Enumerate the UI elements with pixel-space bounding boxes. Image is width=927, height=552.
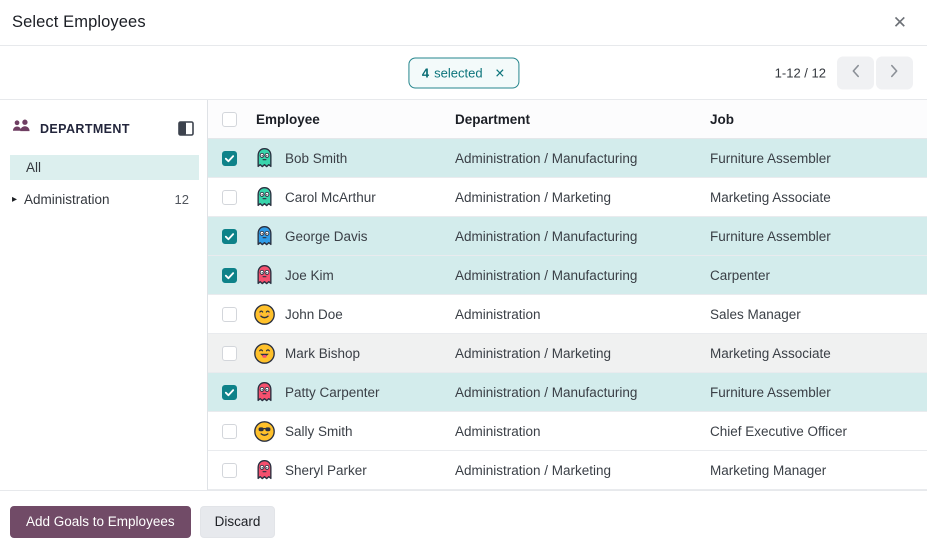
- employee-department: Administration / Manufacturing: [455, 228, 638, 244]
- table-row[interactable]: Sally Smith Administration Chief Executive…: [208, 412, 927, 451]
- employee-department: Administration / Manufacturing: [455, 150, 638, 166]
- employee-department: Administration: [455, 306, 541, 322]
- dialog-header: Select Employees ✕: [0, 0, 927, 46]
- pager-buttons: [837, 56, 913, 89]
- table-header-row: Employee Department Job: [208, 100, 927, 139]
- table-row[interactable]: Bob Smith Administration / Manufacturing F…: [208, 139, 927, 178]
- employee-job: Furniture Assembler: [710, 228, 831, 244]
- pager-range: 1-12 / 12: [774, 65, 826, 80]
- chevron-right-icon: [889, 64, 900, 82]
- department-sidebar: DEPARTMENT All ▸ Administration 12: [0, 100, 208, 490]
- employee-job: Chief Executive Officer: [710, 423, 848, 439]
- employee-department: Administration / Manufacturing: [455, 384, 638, 400]
- employee-avatar-smiley-happy-icon: [252, 302, 277, 327]
- table-row[interactable]: Joe Kim Administration / Manufacturing Car…: [208, 256, 927, 295]
- table-row[interactable]: George Davis Administration / Manufacturi…: [208, 217, 927, 256]
- employee-department: Administration: [455, 423, 541, 439]
- employee-name: Carol McArthur: [285, 189, 376, 205]
- dialog-footer: Add Goals to Employees Discard: [0, 490, 927, 552]
- row-checkbox[interactable]: [221, 345, 237, 361]
- employee-avatar-smiley-sunglasses-icon: [252, 419, 277, 444]
- column-header-department[interactable]: Department: [455, 111, 531, 127]
- employee-name: John Doe: [285, 306, 343, 322]
- employee-name: Sally Smith: [285, 423, 353, 439]
- row-checkbox[interactable]: [221, 228, 237, 244]
- row-checkbox[interactable]: [221, 384, 237, 400]
- employee-table-body: Bob Smith Administration / Manufacturing F…: [208, 139, 927, 490]
- column-header-employee[interactable]: Employee: [256, 111, 320, 127]
- employee-name: George Davis: [285, 228, 368, 244]
- employee-job: Marketing Associate: [710, 189, 831, 205]
- discard-button[interactable]: Discard: [199, 505, 276, 538]
- close-icon: ✕: [892, 13, 907, 32]
- employee-department: Administration / Marketing: [455, 345, 612, 361]
- employee-avatar-ghost-teal-icon: [252, 146, 277, 171]
- table-row[interactable]: Carol McArthur Administration / Marketing…: [208, 178, 927, 217]
- dialog-content: DEPARTMENT All ▸ Administration 12: [0, 100, 927, 490]
- employee-name: Mark Bishop: [285, 345, 361, 361]
- pager-previous-button[interactable]: [837, 56, 874, 89]
- sidebar-item-label: Administration: [24, 192, 110, 207]
- employee-avatar-ghost-red-icon: [252, 263, 277, 288]
- employee-name: Bob Smith: [285, 150, 348, 166]
- row-checkbox[interactable]: [221, 462, 237, 478]
- sidebar-header: DEPARTMENT: [0, 110, 207, 151]
- table-row[interactable]: Mark Bishop Administration / Marketing Mar…: [208, 334, 927, 373]
- row-checkbox[interactable]: [221, 306, 237, 322]
- table-row[interactable]: Patty Carpenter Administration / Manufact…: [208, 373, 927, 412]
- row-checkbox[interactable]: [221, 423, 237, 439]
- employee-name: Sheryl Parker: [285, 462, 367, 478]
- selection-badge: 4 selected ✕: [407, 57, 520, 88]
- employee-avatar-ghost-blue-icon: [252, 224, 277, 249]
- department-section-title: DEPARTMENT: [40, 121, 130, 136]
- employee-department: Administration / Manufacturing: [455, 267, 638, 283]
- clear-selection-icon[interactable]: ✕: [494, 66, 506, 80]
- selection-count: 4: [421, 65, 430, 80]
- employee-table: Employee Department Job Bob Smith Adminis…: [208, 100, 927, 490]
- sidebar-item-label: All: [26, 160, 42, 175]
- column-header-job[interactable]: Job: [710, 111, 735, 127]
- control-bar: 4 selected ✕ 1-12 / 12: [0, 46, 927, 100]
- pager: 1-12 / 12: [775, 56, 913, 89]
- caret-right-icon: ▸: [12, 194, 18, 205]
- row-checkbox[interactable]: [221, 189, 237, 205]
- employee-job: Furniture Assembler: [710, 150, 831, 166]
- pager-next-button[interactable]: [876, 56, 913, 89]
- dialog-title: Select Employees: [12, 13, 146, 31]
- sidebar-item-all[interactable]: All: [10, 155, 199, 180]
- sidebar-item-administration[interactable]: ▸ Administration 12: [0, 187, 199, 212]
- employee-name: Patty Carpenter: [285, 384, 380, 400]
- sidebar-item-count: 12: [174, 192, 189, 207]
- table-row[interactable]: John Doe Administration Sales Manager: [208, 295, 927, 334]
- employee-department: Administration / Marketing: [455, 189, 612, 205]
- employee-job: Furniture Assembler: [710, 384, 831, 400]
- employee-job: Marketing Manager: [710, 462, 827, 478]
- employee-avatar-ghost-red-icon: [252, 458, 277, 483]
- users-group-icon: [12, 118, 31, 139]
- employee-avatar-smiley-tongue-icon: [252, 341, 277, 366]
- row-checkbox[interactable]: [221, 267, 237, 283]
- add-goals-button[interactable]: Add Goals to Employees: [10, 505, 191, 538]
- selection-label: selected: [434, 65, 483, 80]
- employee-job: Sales Manager: [710, 306, 801, 322]
- select-all-checkbox[interactable]: [221, 111, 237, 127]
- employee-name: Joe Kim: [285, 267, 334, 283]
- panel-toggle-icon[interactable]: [178, 121, 194, 136]
- employee-avatar-ghost-teal-icon: [252, 185, 277, 210]
- employee-avatar-ghost-red-icon: [252, 380, 277, 405]
- employee-department: Administration / Marketing: [455, 462, 612, 478]
- employee-job: Marketing Associate: [710, 345, 831, 361]
- chevron-left-icon: [850, 64, 861, 82]
- row-checkbox[interactable]: [221, 150, 237, 166]
- employee-job: Carpenter: [710, 267, 771, 283]
- table-row[interactable]: Sheryl Parker Administration / Marketing M…: [208, 451, 927, 490]
- close-button[interactable]: ✕: [889, 10, 911, 35]
